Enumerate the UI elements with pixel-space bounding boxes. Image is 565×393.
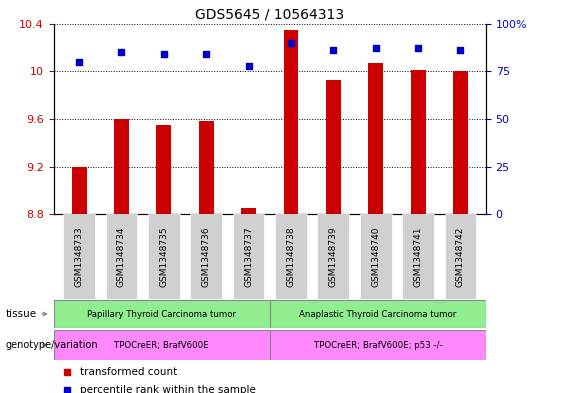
Bar: [270, 330, 486, 360]
Bar: [402, 214, 434, 299]
Point: [62, 387, 71, 393]
Bar: [72, 167, 86, 214]
Bar: [411, 70, 425, 214]
Bar: [199, 121, 214, 214]
Point: [414, 45, 423, 51]
Bar: [106, 214, 137, 299]
Text: transformed count: transformed count: [80, 367, 177, 377]
Point: [117, 49, 126, 55]
Text: Anaplastic Thyroid Carcinoma tumor: Anaplastic Thyroid Carcinoma tumor: [299, 310, 457, 318]
Bar: [445, 214, 476, 299]
Point: [75, 59, 84, 65]
Bar: [284, 29, 298, 214]
Text: GSM1348734: GSM1348734: [117, 226, 126, 286]
Text: percentile rank within the sample: percentile rank within the sample: [80, 385, 255, 393]
Point: [329, 47, 338, 53]
Bar: [326, 79, 341, 214]
Bar: [241, 208, 256, 214]
Point: [202, 51, 211, 57]
Text: GSM1348733: GSM1348733: [75, 226, 84, 287]
Text: genotype/variation: genotype/variation: [6, 340, 98, 350]
Bar: [233, 214, 264, 299]
Point: [371, 45, 380, 51]
Bar: [275, 214, 307, 299]
Text: GSM1348736: GSM1348736: [202, 226, 211, 287]
Bar: [368, 63, 383, 214]
Point: [159, 51, 168, 57]
Bar: [360, 214, 392, 299]
Text: GSM1348737: GSM1348737: [244, 226, 253, 287]
Text: GSM1348740: GSM1348740: [371, 226, 380, 286]
Bar: [148, 214, 180, 299]
Bar: [453, 71, 468, 214]
Bar: [54, 330, 270, 360]
Text: tissue: tissue: [6, 309, 37, 319]
Bar: [63, 214, 95, 299]
Point: [244, 62, 253, 69]
Text: Papillary Thyroid Carcinoma tumor: Papillary Thyroid Carcinoma tumor: [87, 310, 236, 318]
Text: GSM1348742: GSM1348742: [456, 226, 465, 286]
Point: [456, 47, 465, 53]
Bar: [114, 119, 129, 214]
Text: GSM1348741: GSM1348741: [414, 226, 423, 286]
Text: GSM1348735: GSM1348735: [159, 226, 168, 287]
Title: GDS5645 / 10564313: GDS5645 / 10564313: [195, 7, 344, 21]
Bar: [270, 300, 486, 328]
Bar: [318, 214, 349, 299]
Point: [286, 39, 295, 46]
Bar: [157, 125, 171, 214]
Point: [62, 369, 71, 375]
Text: GSM1348738: GSM1348738: [286, 226, 295, 287]
Text: TPOCreER; BrafV600E; p53 -/-: TPOCreER; BrafV600E; p53 -/-: [314, 341, 442, 349]
Text: GSM1348739: GSM1348739: [329, 226, 338, 287]
Text: TPOCreER; BrafV600E: TPOCreER; BrafV600E: [115, 341, 209, 349]
Bar: [190, 214, 222, 299]
Bar: [54, 300, 270, 328]
